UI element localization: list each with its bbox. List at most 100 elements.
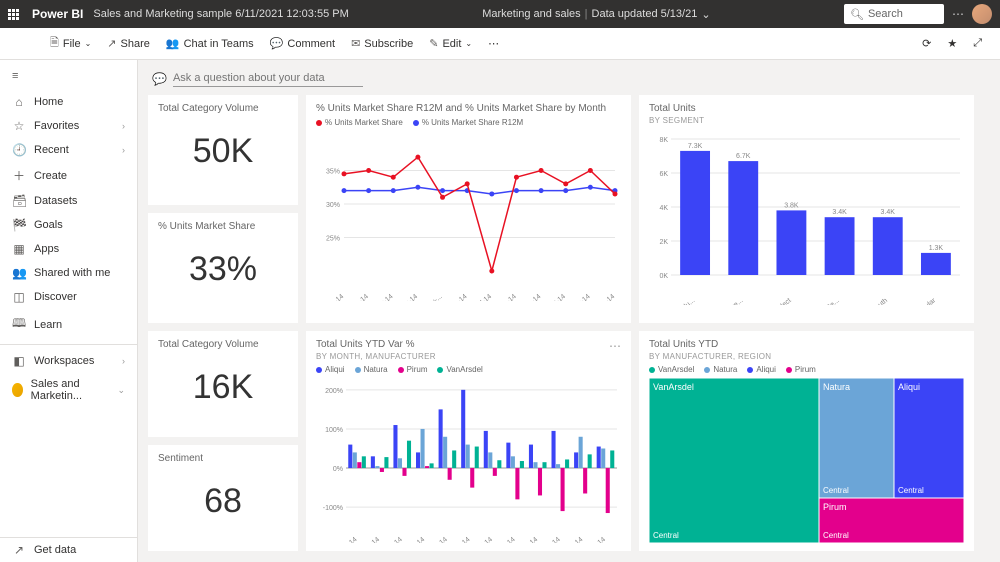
star-icon: ☆ [12, 119, 26, 133]
card-subtitle: BY SEGMENT [649, 116, 964, 125]
nav-label: Shared with me [34, 267, 110, 279]
teams-icon: 👥 [166, 37, 180, 50]
svg-text:VanArsdel: VanArsdel [653, 382, 694, 392]
kpi-market-share[interactable]: % Units Market Share 33% [148, 213, 298, 323]
svg-text:Mar-14: Mar-14 [382, 536, 404, 543]
svg-text:Jan-14: Jan-14 [324, 293, 345, 301]
svg-text:Youth: Youth [871, 297, 889, 305]
treemap-card[interactable]: Total Units YTD BY MANUFACTURER, REGION … [639, 331, 974, 551]
chevron-down-icon: ⌄ [701, 8, 710, 21]
share-icon: ↗ [107, 37, 116, 50]
nav-label: Goals [34, 219, 63, 231]
comment-button[interactable]: 💬Comment [264, 33, 341, 54]
teams-button[interactable]: 👥Chat in Teams [160, 33, 260, 54]
nav-current-workspace[interactable]: Sales and Marketin...⌄ [0, 373, 137, 407]
line-chart-card[interactable]: % Units Market Share R12M and % Units Ma… [306, 95, 631, 323]
svg-text:3.4K: 3.4K [881, 209, 896, 216]
svg-text:35%: 35% [326, 169, 340, 176]
fullscreen-button[interactable]: ⤢ [967, 33, 988, 54]
bar-chart-card[interactable]: Total Units BY SEGMENT 0K2K4K6K8K7.3KPro… [639, 95, 974, 323]
chevron-down-icon: ⌄ [85, 39, 92, 48]
discover-icon: ◫ [12, 290, 26, 304]
svg-text:3.8K: 3.8K [784, 202, 799, 209]
subscribe-label: Subscribe [364, 38, 413, 50]
svg-text:Aug-14: Aug-14 [496, 293, 518, 301]
report-title: Sales and Marketing sample 6/11/2021 12:… [93, 8, 348, 20]
brand-label: Power BI [32, 7, 83, 21]
nav-label: Favorites [34, 120, 79, 132]
book-icon: 🕮 [12, 314, 26, 335]
nav-sidebar: ≡ ⌂Home ☆ Favorites › 🕘Recent› ＋Create 🗃Da… [0, 60, 138, 562]
more-icon[interactable]: ⋯ [609, 339, 621, 361]
star-icon: ★ [947, 37, 957, 50]
svg-text:Dec-14: Dec-14 [594, 293, 616, 301]
avatar[interactable] [972, 4, 992, 24]
card-title: Total Category Volume [158, 103, 288, 114]
edit-button[interactable]: ✎Edit⌄ [423, 33, 478, 54]
plus-icon: ＋ [12, 167, 26, 184]
nav-label: Apps [34, 243, 59, 255]
nav-discover[interactable]: ◫Discover [0, 285, 137, 309]
line-chart: 25%30%35%Jan-14Feb-14Mar-14Apr-14May-...… [316, 131, 621, 301]
refresh-button[interactable]: ⟳ [916, 33, 937, 54]
nav-getdata[interactable]: ↗Get data [0, 538, 137, 562]
data-updated-label: Data updated 5/13/21 [592, 8, 698, 20]
pencil-icon: ✎ [429, 37, 438, 50]
qa-input[interactable] [173, 70, 363, 87]
svg-text:200%: 200% [325, 388, 343, 395]
svg-text:Jun-14: Jun-14 [451, 536, 472, 543]
app-launcher-icon[interactable] [8, 9, 24, 20]
kpi-value: 50K [158, 116, 288, 186]
nav-favorites[interactable]: ☆Favorites› [0, 114, 137, 138]
svg-text:Pirum: Pirum [823, 502, 847, 512]
more-icon[interactable]: ⋯ [952, 7, 964, 21]
svg-text:Sep-14: Sep-14 [521, 293, 543, 301]
nav-create[interactable]: ＋Create [0, 162, 137, 189]
search-placeholder: Search [868, 8, 903, 20]
header-center[interactable]: Marketing and sales | Data updated 5/13/… [349, 8, 844, 21]
share-label: Share [121, 38, 150, 50]
nav-recent[interactable]: 🕘Recent› [0, 138, 137, 162]
svg-text:Jan-14: Jan-14 [338, 536, 359, 543]
svg-text:Oct-14: Oct-14 [546, 293, 567, 301]
svg-text:Produ...: Produ... [673, 297, 696, 305]
card-title: Total Units YTD Var % [316, 339, 436, 350]
more-button[interactable]: ⋯ [482, 33, 505, 54]
clock-icon: 🕘 [12, 143, 26, 157]
nav-datasets[interactable]: 🗃Datasets [0, 189, 137, 213]
card-subtitle: BY MONTH, MANUFACTURER [316, 352, 436, 361]
treemap-chart: VanArsdelCentralNaturaCentralAliquiCentr… [649, 378, 964, 543]
dashboard-canvas: 💬 Total Category Volume 50K % Units Mark… [138, 60, 1000, 562]
chevron-right-icon: › [122, 356, 125, 366]
file-icon: 🗎 [50, 34, 59, 53]
workspace-badge-icon [12, 383, 23, 397]
nav-apps[interactable]: ▦Apps [0, 237, 137, 261]
svg-text:Oct-14: Oct-14 [541, 536, 562, 543]
svg-text:0%: 0% [333, 466, 343, 473]
search-input[interactable]: 🔍︎ Search [844, 4, 944, 24]
database-icon: 🗃 [12, 194, 26, 208]
share-button[interactable]: ↗ Share [101, 33, 156, 54]
svg-text:6K: 6K [659, 171, 668, 178]
file-button[interactable]: 🗎File⌄ [44, 30, 97, 57]
kpi-total-category-volume[interactable]: Total Category Volume 50K [148, 95, 298, 205]
legend: VanArsdelNaturaAliquiPirum [649, 365, 964, 374]
nav-shared[interactable]: 👥Shared with me [0, 261, 137, 285]
nav-home[interactable]: ⌂Home [0, 90, 137, 114]
hamburger-icon[interactable]: ≡ [0, 66, 137, 90]
kpi-total-category-volume-2[interactable]: Total Category Volume 16K [148, 331, 298, 437]
favorite-button[interactable]: ★ [941, 33, 963, 54]
subscribe-button[interactable]: ✉Subscribe [345, 33, 419, 54]
svg-text:Apr-14: Apr-14 [406, 536, 427, 543]
svg-text:100%: 100% [325, 427, 343, 434]
nav-learn[interactable]: 🕮Learn [0, 309, 137, 340]
variance-chart-card[interactable]: Total Units YTD Var % BY MONTH, MANUFACT… [306, 331, 631, 551]
nav-workspaces[interactable]: ◧Workspaces› [0, 349, 137, 373]
nav-label: Sales and Marketin... [31, 378, 110, 402]
comment-icon: 💬 [270, 37, 284, 50]
svg-text:2K: 2K [659, 239, 668, 246]
edit-label: Edit [442, 38, 461, 50]
nav-goals[interactable]: 🏁Goals [0, 213, 137, 237]
kpi-sentiment[interactable]: Sentiment 68 [148, 445, 298, 551]
svg-text:25%: 25% [326, 236, 340, 243]
